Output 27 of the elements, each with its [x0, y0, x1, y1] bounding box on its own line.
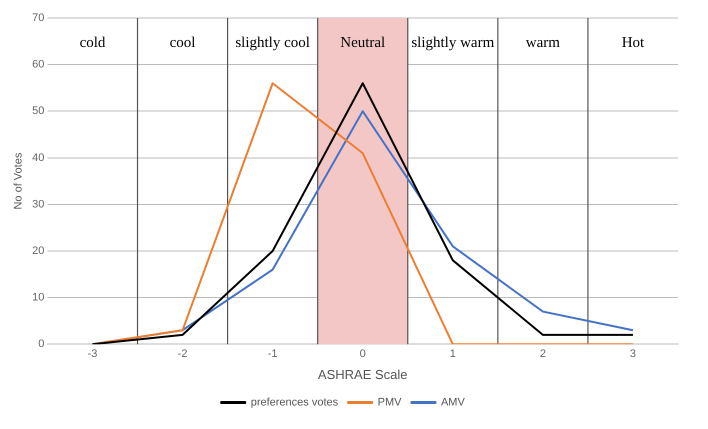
y-axis-title: No of Votes — [12, 152, 25, 210]
y-tick-label: 20 — [32, 245, 44, 258]
x-tick-label: -2 — [178, 348, 188, 360]
legend-label: PMV — [378, 396, 402, 409]
annotation: warm — [526, 34, 560, 51]
x-tick-label: 3 — [630, 348, 636, 360]
annotation: cool — [170, 34, 196, 51]
x-tick-label: 2 — [540, 348, 546, 360]
x-tick-label: -1 — [268, 348, 278, 360]
annotation: Hot — [622, 34, 646, 51]
x-tick-label: -3 — [88, 348, 98, 360]
y-tick-label: 30 — [32, 198, 44, 210]
annotation: Neutral — [340, 34, 386, 51]
x-tick-label: 1 — [450, 348, 456, 360]
annotation: cold — [80, 34, 106, 51]
y-tick-label: 70 — [32, 12, 44, 24]
legend-label: preferences votes — [250, 396, 339, 409]
y-tick-label: 40 — [32, 152, 44, 164]
y-tick-label: 10 — [32, 292, 44, 304]
annotation: slightly cool — [235, 34, 310, 51]
legend-label: AMV — [440, 396, 466, 409]
y-tick-label: 0 — [38, 338, 44, 350]
y-tick-label: 60 — [32, 58, 44, 71]
x-tick-label: 0 — [360, 348, 366, 360]
x-axis-title: ASHRAE Scale — [318, 366, 408, 382]
y-tick-label: 50 — [32, 105, 44, 118]
annotation: slightly warm — [411, 34, 495, 51]
